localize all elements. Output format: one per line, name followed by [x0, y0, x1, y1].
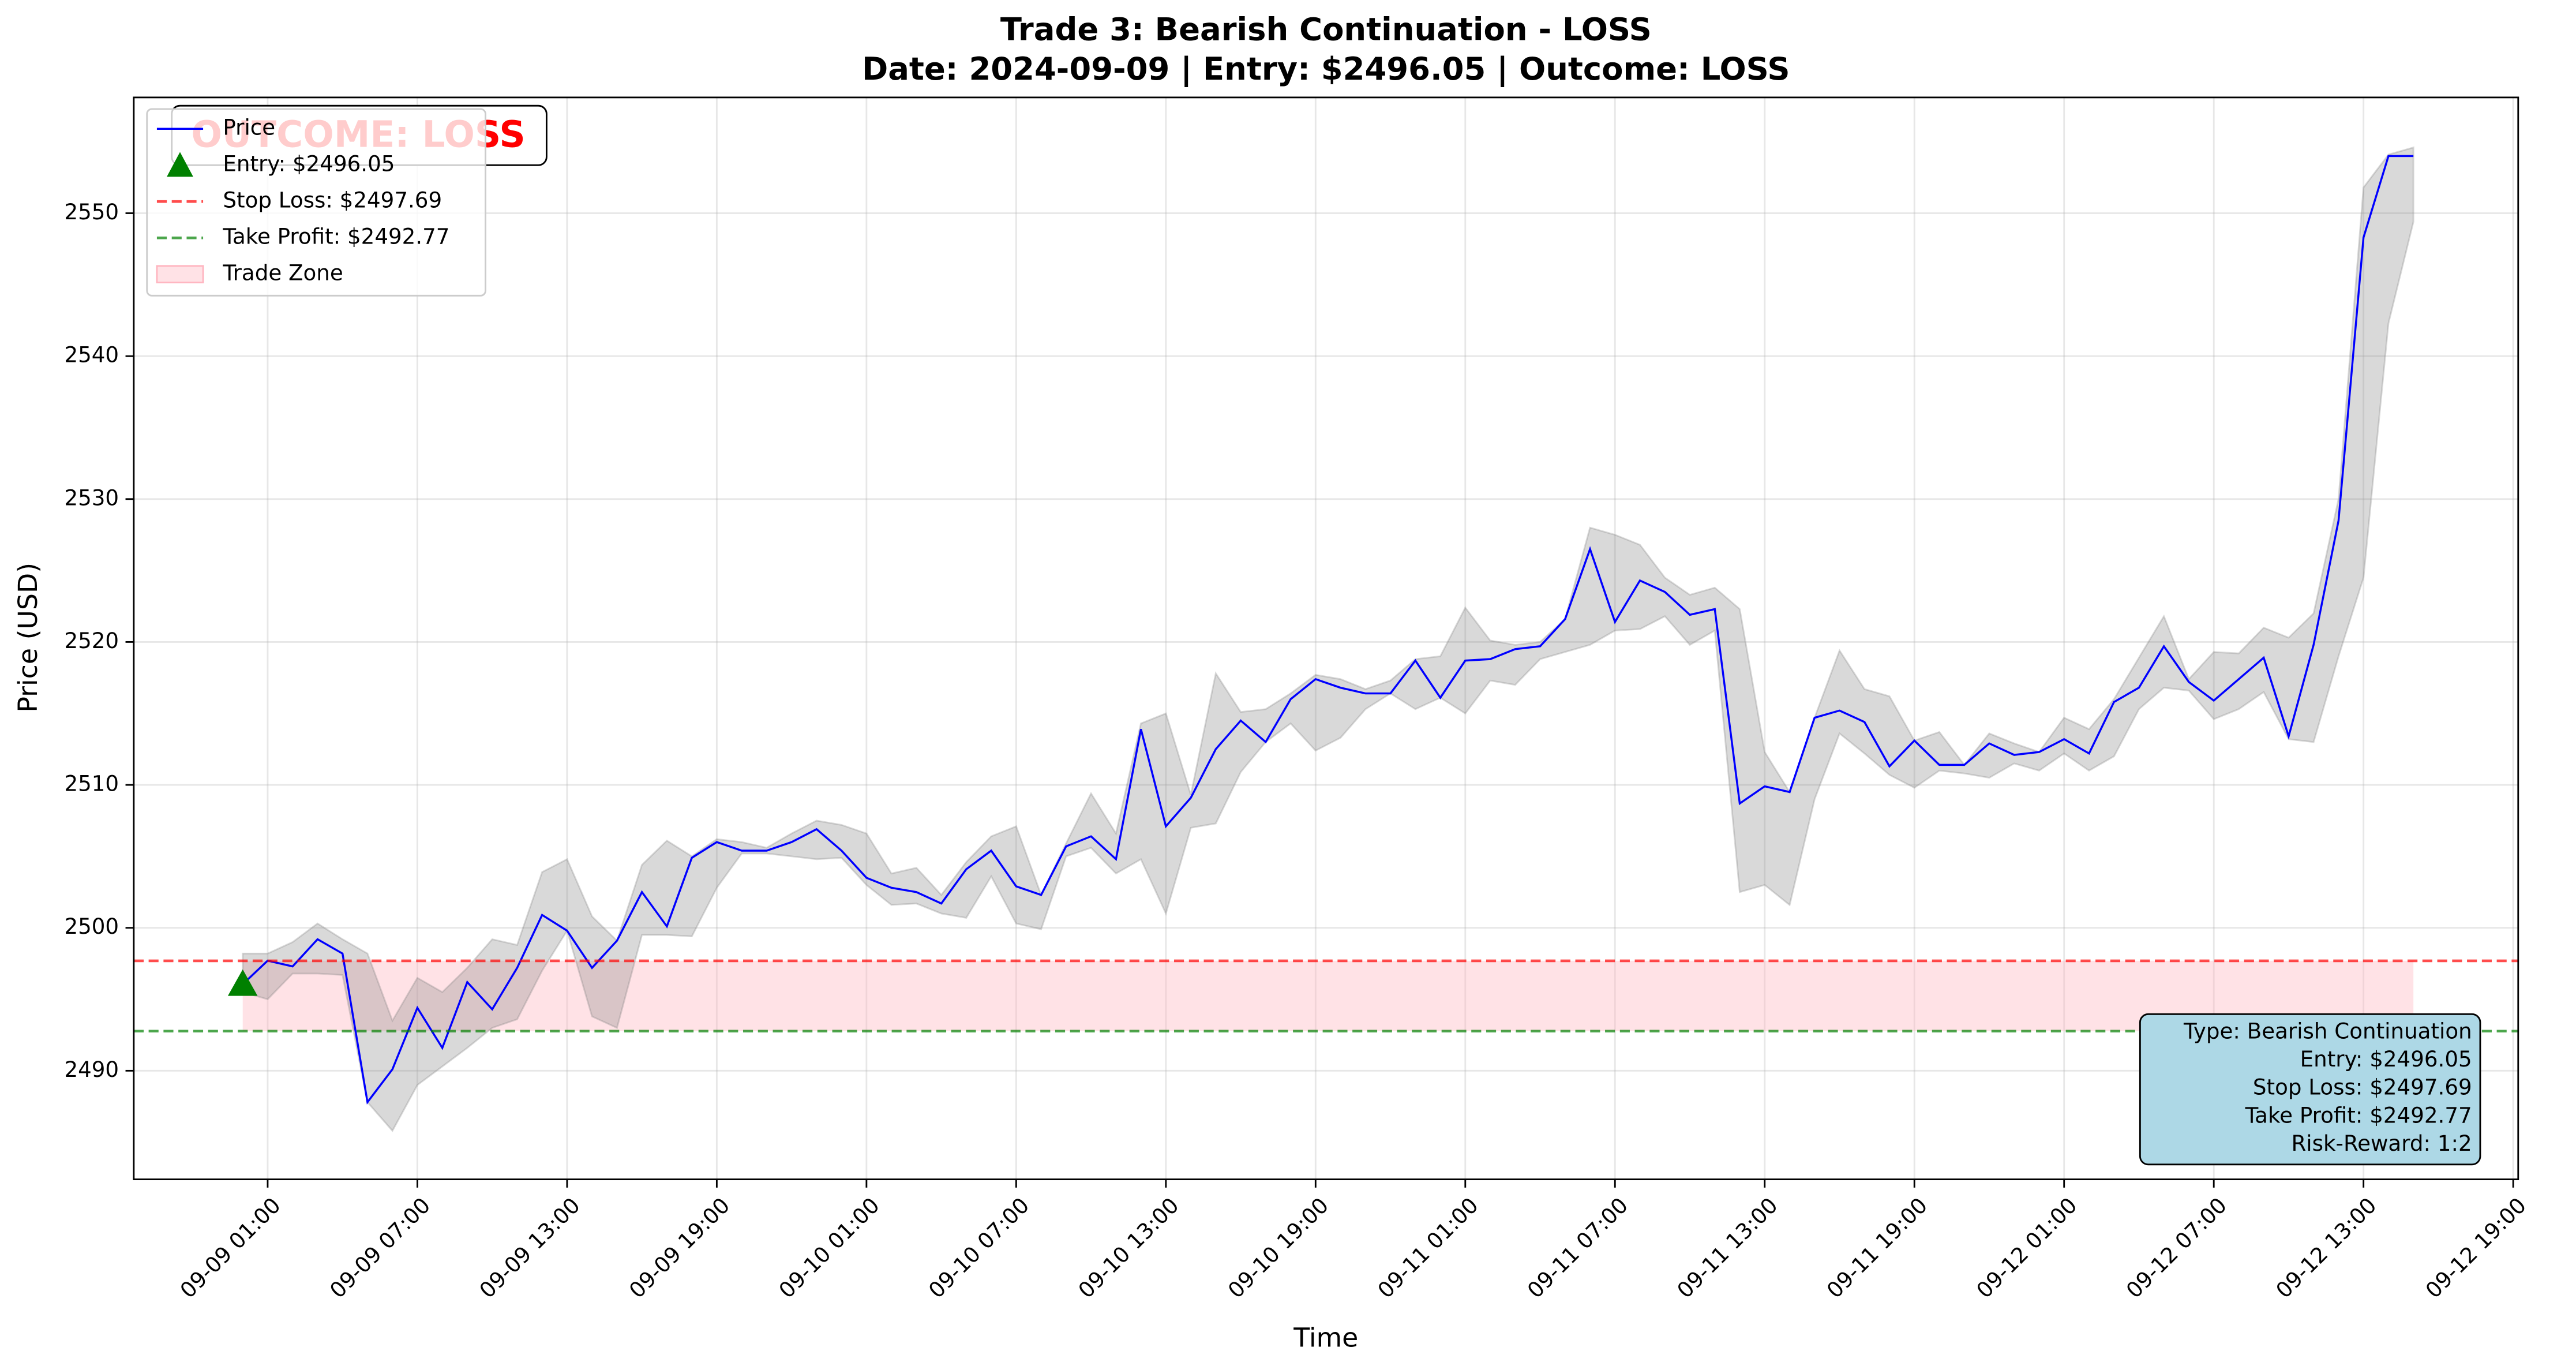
info-line: Take Profit: $2492.77: [2245, 1102, 2472, 1128]
info-line: Entry: $2496.05: [2300, 1046, 2472, 1072]
x-axis-label: Time: [1293, 1322, 1358, 1353]
legend-label: Stop Loss: $2497.69: [223, 188, 442, 213]
chart-title: Trade 3: Bearish Continuation - LOSS: [1000, 12, 1652, 48]
y-tick-label: 2530: [64, 485, 119, 510]
legend-swatch: [167, 152, 193, 177]
price-line: [242, 155, 2414, 1105]
y-axis-label: Price (USD): [12, 563, 43, 713]
legend-box: [146, 108, 486, 297]
entry-marker: [227, 969, 258, 996]
legend-label: Entry: $2496.05: [223, 151, 395, 177]
y-tick-label: 2550: [64, 199, 119, 224]
info-line: Risk-Reward: 1:2: [2291, 1131, 2472, 1156]
chart-subtitle: Date: 2024-09-09 | Entry: $2496.05 | Out…: [862, 51, 1790, 88]
legend-label: Price: [223, 115, 275, 140]
legend-label: Take Profit: $2492.77: [222, 224, 449, 249]
info-line: Stop Loss: $2497.69: [2253, 1075, 2472, 1100]
legend-label: Trade Zone: [222, 260, 343, 286]
y-tick-label: 2510: [64, 771, 119, 796]
y-tick-label: 2540: [64, 342, 119, 368]
trade-zone: [242, 960, 2414, 1031]
legend-swatch: [156, 265, 204, 283]
info-box: [2139, 1013, 2481, 1166]
info-line: Type: Bearish Continuation: [2183, 1018, 2472, 1043]
y-tick-label: 2520: [64, 628, 119, 653]
y-tick-label: 2490: [64, 1057, 119, 1082]
price-band: [242, 146, 2414, 1132]
plot-frame: [133, 96, 2519, 1181]
y-tick-label: 2500: [64, 914, 119, 939]
